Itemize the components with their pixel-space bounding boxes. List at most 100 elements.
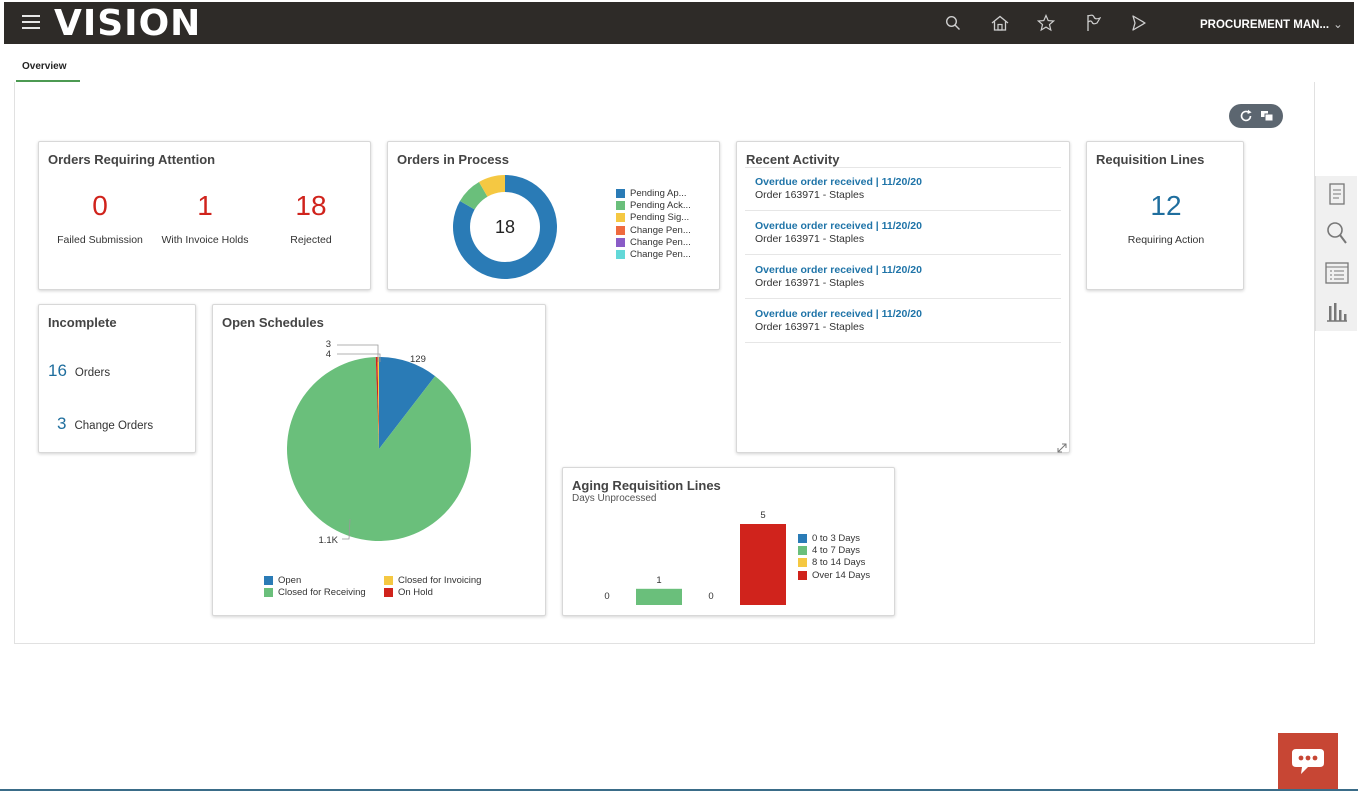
aging-bar[interactable] [740,524,786,605]
incomplete-card: Incomplete 16 Orders 3 Change Orders [38,304,196,453]
leader-line [342,518,351,540]
flag-icon[interactable] [1082,12,1104,34]
legend-swatch [798,545,807,555]
chevron-down-icon: ⌄ [1333,19,1343,31]
expand-icon[interactable] [1057,440,1067,453]
card-title: Recent Activity [746,152,840,167]
activity-detail: Order 163971 - Staples [755,189,865,201]
notifications-bell-icon[interactable] [1128,12,1150,34]
document-icon[interactable] [1325,182,1349,206]
tab-overview[interactable]: Overview [16,52,80,82]
legend-item[interactable]: Change Pen... [616,248,691,260]
card-title: Orders in Process [397,152,509,167]
legend-item[interactable]: Over 14 Days [798,569,870,581]
activity-link[interactable]: Overdue order received | 11/20/20 [755,264,922,276]
home-icon[interactable] [989,12,1011,34]
incomplete-orders-count: 16 [48,361,67,380]
activity-link[interactable]: Overdue order received | 11/20/20 [755,308,922,320]
legend-swatch [616,237,625,247]
open-schedules-card: Open Schedules 3 4 129 1.1K Open Closed … [212,304,546,616]
legend-swatch [616,200,625,210]
list-view-icon[interactable] [1325,261,1349,285]
legend-swatch [264,587,273,597]
incomplete-orders-row[interactable]: 16 Orders [48,361,110,381]
search-icon[interactable] [942,12,964,34]
failed-submission-count[interactable]: 0 [92,190,108,221]
aging-bar-value: 5 [760,510,765,521]
legend-swatch [616,213,625,223]
incomplete-change-orders-label: Change Orders [74,420,154,432]
invoice-holds-count[interactable]: 1 [197,190,213,221]
legend-item[interactable]: 4 to 7 Days [798,544,870,556]
requisition-lines-card: Requisition Lines 12 Requiring Action [1086,141,1244,290]
legend-swatch [798,558,807,568]
card-title: Requisition Lines [1096,152,1205,167]
slice-label-invoicing: 3 [326,339,331,350]
incomplete-change-orders-row[interactable]: 3 Change Orders [57,414,153,434]
activity-detail: Order 163971 - Staples [755,277,865,289]
divider [745,167,1061,168]
favorites-star-icon[interactable] [1035,12,1057,34]
legend-item[interactable]: Change Pen... [616,224,691,236]
pie-slice[interactable] [287,357,472,541]
legend-swatch [616,225,625,235]
orders-in-process-donut[interactable]: 18 [450,172,560,282]
search-icon[interactable] [1325,221,1349,245]
legend-swatch [616,250,625,260]
pie-slice[interactable] [377,357,379,449]
requisition-lines-count[interactable]: 12 [1150,190,1182,221]
orders-in-process-legend: Pending Ap... Pending Ack... Pending Sig… [616,187,691,261]
legend-item[interactable]: Pending Sig... [616,212,691,224]
aging-bar-value: 1 [656,575,661,586]
legend-item[interactable]: Closed for Receiving [264,586,384,598]
slice-label-receiving: 1.1K [318,535,338,546]
slice-label-open: 129 [410,354,426,365]
card-title: Orders Requiring Attention [48,152,216,167]
hamburger-menu-icon[interactable] [22,15,40,29]
legend-swatch [384,575,393,585]
legend-swatch [384,587,393,597]
card-subtitle: Days Unprocessed [572,493,657,504]
orders-in-process-card: Orders in Process 18 Pending Ap... Pendi… [387,141,720,290]
pie-slice[interactable] [375,357,379,449]
activity-item: Overdue order received | 11/20/20 Order … [745,176,1061,211]
activity-link[interactable]: Overdue order received | 11/20/20 [755,220,922,232]
rejected-label: Rejected [290,234,332,246]
aging-bar[interactable] [636,588,682,605]
legend-item[interactable]: 0 to 3 Days [798,532,870,544]
activity-item: Overdue order received | 11/20/20 Order … [745,264,1061,299]
leader-line [337,353,381,362]
side-rail [1315,176,1357,331]
aging-requisition-lines-card: Aging Requisition Lines Days Unprocessed… [562,467,895,616]
activity-detail: Order 163971 - Staples [755,321,865,333]
aging-bar-chart[interactable]: 0 1 0 5 [563,468,896,617]
legend-item[interactable]: Open [264,574,384,586]
invoice-holds-label: With Invoice Holds [161,234,249,246]
legend-item[interactable]: Pending Ack... [616,199,691,211]
rejected-count[interactable]: 18 [295,190,327,221]
card-title: Incomplete [48,315,117,330]
aging-bar-value: 0 [708,591,713,602]
card-title: Open Schedules [222,315,324,330]
legend-swatch [798,570,807,580]
legend-item[interactable]: On Hold [384,586,433,598]
brand-logo: VISION [54,3,202,44]
legend-swatch [264,575,273,585]
incomplete-orders-label: Orders [74,367,111,379]
legend-item[interactable]: Closed for Invoicing [384,574,481,586]
chat-assistant-button[interactable] [1278,733,1338,791]
legend-item[interactable]: Pending Ap... [616,187,691,199]
recent-activity-card: Recent Activity Overdue order received |… [736,141,1070,453]
pie-slice[interactable] [379,357,436,449]
analytics-chart-icon[interactable] [1325,299,1349,323]
user-menu[interactable]: PROCUREMENT MAN... ⌄ [1200,19,1343,31]
refresh-icon[interactable] [1238,108,1254,124]
open-schedules-legend: Open Closed for Invoicing Closed for Rec… [264,574,524,599]
card-title: Aging Requisition Lines [572,478,721,493]
legend-item[interactable]: Change Pen... [616,236,691,248]
layout-options-icon[interactable] [1259,108,1275,124]
incomplete-change-orders-count: 3 [57,414,67,433]
activity-link[interactable]: Overdue order received | 11/20/20 [755,176,922,188]
legend-item[interactable]: 8 to 14 Days [798,557,870,569]
open-schedules-pie[interactable]: 3 4 129 1.1K [213,305,547,617]
